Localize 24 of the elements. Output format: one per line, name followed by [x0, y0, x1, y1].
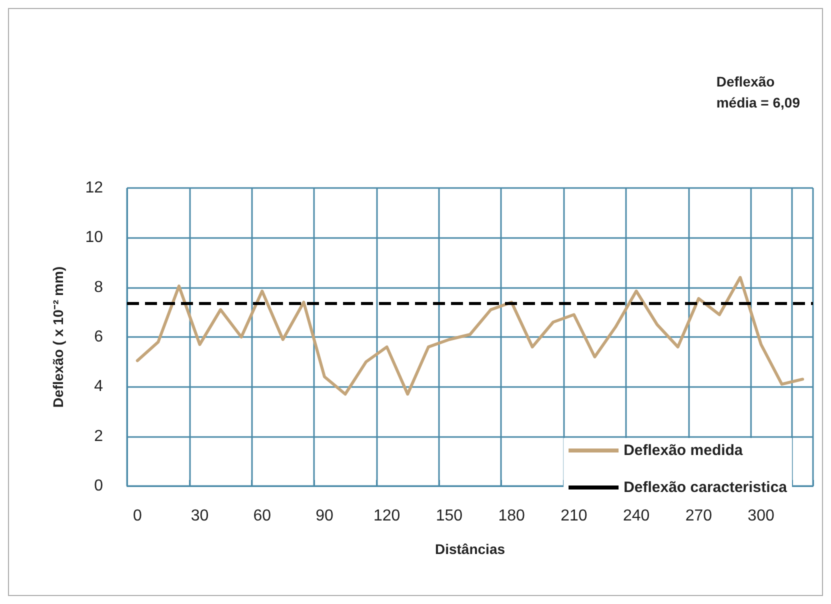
- x-tick-label: 30: [190, 508, 209, 524]
- y-tick-label: 4: [94, 378, 104, 396]
- x-tick-label: 240: [622, 508, 650, 524]
- x-tick-label: 0: [132, 508, 142, 524]
- x-tick-label: 60: [253, 508, 272, 524]
- x-tick-label: 300: [748, 508, 774, 524]
- text: Deflexão média = 6,09: [716, 74, 800, 110]
- x-tick-label: 150: [436, 508, 463, 524]
- y-tick-label: 12: [85, 180, 104, 196]
- y-tick-label: 8: [94, 278, 104, 296]
- y-tick-label: 10: [85, 229, 104, 246]
- x-tick-label: 180: [498, 508, 526, 524]
- x-tick-label: 210: [560, 508, 588, 524]
- x-tick-label: 270: [685, 508, 712, 524]
- line-series: [136, 276, 804, 396]
- x-tick-label: 120: [373, 508, 400, 524]
- y-axis-title: Deflexão ( x 10⁻² mm): [50, 266, 66, 408]
- y-tick-label: 0: [94, 478, 104, 494]
- x-tick-label: 90: [316, 508, 334, 524]
- legend-label: Deflexão medida: [624, 442, 744, 459]
- y-tick-label: 2: [94, 428, 104, 445]
- y-tick-label: 6: [94, 328, 104, 346]
- x-axis-title: Distâncias: [434, 541, 506, 557]
- legend-label: Deflexão caracteristica: [624, 479, 788, 496]
